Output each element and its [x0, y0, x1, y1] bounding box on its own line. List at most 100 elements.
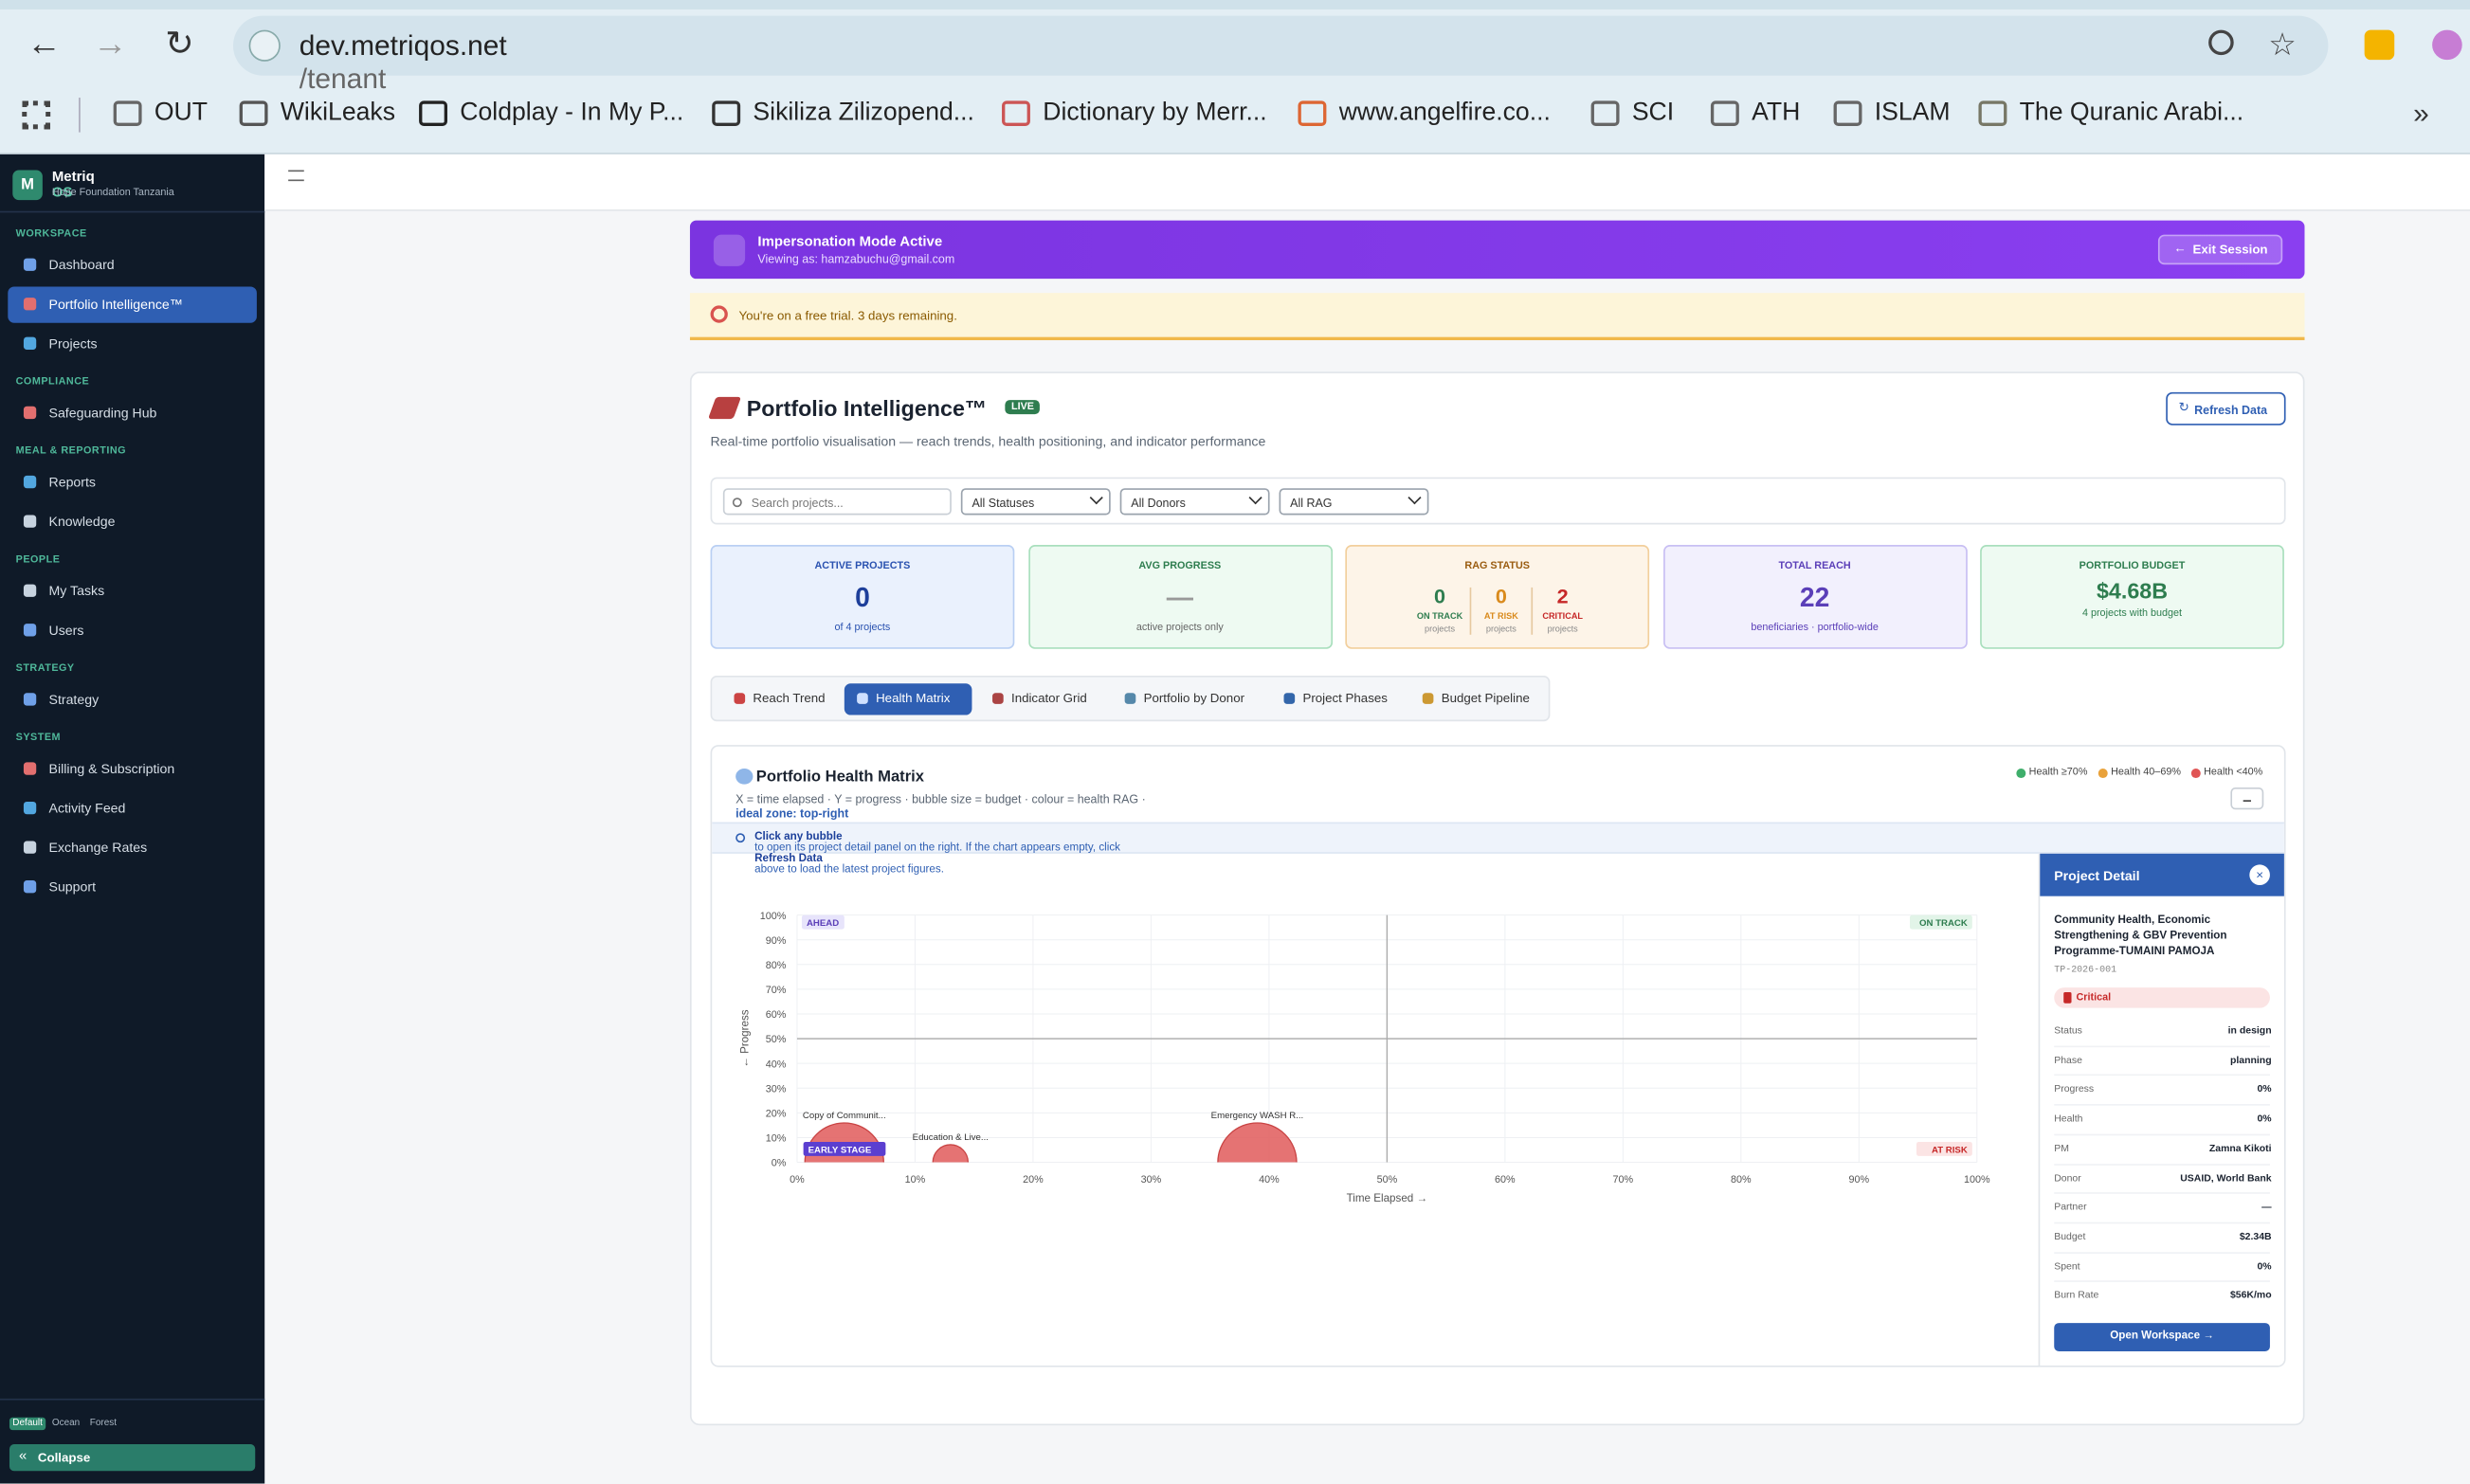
tab[interactable]: Reach Trend [721, 683, 841, 715]
y-tick-label: 100% [760, 911, 787, 922]
bookmark-label: WikiLeaks [280, 99, 396, 126]
forward-button[interactable]: → [93, 23, 128, 63]
chart-panel: Portfolio Health Matrix X = time elapsed … [710, 745, 2286, 1367]
collapse-button[interactable]: « Collapse [9, 1444, 256, 1472]
quadrant-label: EARLY STAGE [808, 1146, 872, 1156]
rag-divider [1469, 587, 1472, 635]
exit-label: Exit Session [2192, 242, 2268, 257]
bubble[interactable] [1217, 1122, 1298, 1202]
info-icon [736, 833, 746, 843]
rag-label: ON TRACK [1416, 612, 1463, 623]
nav-item[interactable]: My Tasks [8, 573, 257, 609]
collapse-icon: « [18, 1447, 27, 1463]
nav-icon [23, 584, 37, 597]
extension-icon[interactable] [2364, 29, 2395, 61]
rag-sub: projects [1485, 624, 1517, 635]
field-divider [2054, 1163, 2270, 1166]
brand: Metriq OS [52, 169, 95, 200]
bookmark-label: The Quranic Arabi... [2019, 99, 2244, 126]
legend-label: Health <40% [2204, 767, 2263, 779]
nav-label: Users [48, 622, 84, 639]
tab[interactable]: Health Matrix [844, 683, 972, 715]
y-tick-label: 80% [766, 960, 787, 971]
kpi-value: 0 [855, 582, 870, 613]
open-workspace-button[interactable]: Open Workspace → [2054, 1323, 2270, 1351]
project-name: Community Health, Economic Strengthening… [2054, 914, 2227, 958]
bookmark-label: ISLAM [1874, 99, 1951, 126]
menu-toggle[interactable] [288, 170, 304, 182]
bookmark-icon [1710, 100, 1739, 126]
info-part: Click any bubble [754, 831, 843, 843]
download-button[interactable] [2230, 787, 2264, 810]
theme-option[interactable]: Forest [89, 1419, 118, 1429]
rag-count: 2 [1556, 584, 1569, 608]
tab[interactable]: Budget Pipeline [1409, 683, 1548, 715]
legend-swatch [2190, 769, 2201, 779]
impersonation-user: Viewing as: hamzabuchu@gmail.com [757, 251, 955, 266]
extension-icon[interactable] [2432, 29, 2462, 61]
nav-label: Safeguarding Hub [48, 405, 157, 421]
bookmark-label: Sikiliza Zilizopend... [753, 99, 974, 126]
address-bar[interactable]: dev.metriqos.net/tenant ☆ [232, 15, 2329, 95]
field-value: — [2261, 1202, 2272, 1214]
star-icon[interactable]: ☆ [2268, 27, 2297, 63]
bookmark-icon [419, 100, 448, 126]
bubble-label: Education & Live... [913, 1132, 989, 1143]
bubble[interactable] [804, 1122, 884, 1202]
sidebar-divider [0, 1398, 265, 1401]
nav-item[interactable]: Portfolio Intelligence™ [8, 286, 257, 323]
field-value: in design [2227, 1024, 2272, 1037]
bookmark-label: ATH [1752, 99, 1801, 126]
tab-icon [734, 693, 746, 704]
legend-label: Health ≥70% [2028, 767, 2088, 779]
nav-item[interactable]: Exchange Rates [8, 830, 257, 866]
apps-icon[interactable] [22, 100, 51, 130]
nav-item[interactable]: Knowledge [8, 504, 257, 540]
more-bookmarks[interactable]: » [2413, 98, 2429, 130]
nav-item[interactable]: Safeguarding Hub [8, 395, 257, 431]
field-label: Donor [2054, 1172, 2081, 1184]
rag-label: AT RISK [1483, 612, 1518, 623]
bubble[interactable] [932, 1144, 970, 1180]
eye-icon [713, 234, 746, 266]
nav-item[interactable]: Dashboard [8, 247, 257, 283]
tab-strip [0, 0, 2470, 9]
filter-select[interactable]: All Statuses [960, 488, 1111, 516]
refresh-button[interactable]: ↻ Refresh Data [2166, 391, 2286, 425]
select-chevron [1248, 491, 1262, 505]
close-button[interactable]: × [2249, 864, 2270, 886]
x-tick-label: 40% [1259, 1174, 1280, 1185]
tab-label: Health Matrix [876, 691, 951, 706]
tab[interactable]: Project Phases [1271, 683, 1400, 715]
reload-button[interactable]: ↻ [165, 23, 194, 63]
filter-select[interactable]: All Donors [1119, 488, 1270, 516]
bookmark-icon [239, 100, 268, 126]
field-value: 0% [2257, 1260, 2272, 1273]
exit-session-button[interactable]: ← Exit Session [2157, 234, 2283, 265]
filter-select[interactable]: All RAG [1279, 488, 1429, 516]
y-tick-label: 40% [766, 1059, 787, 1070]
bookmark-label: Dictionary by Merr... [1043, 99, 1267, 126]
theme-option[interactable]: Ocean [51, 1419, 81, 1429]
nav-item[interactable]: Support [8, 869, 257, 905]
theme-option[interactable]: Default [9, 1417, 46, 1431]
nav-item[interactable]: Reports [8, 464, 257, 500]
collapse-label: Collapse [37, 1450, 91, 1465]
section-label: WORKSPACE [15, 227, 87, 240]
info-part: above to load the latest project figures… [754, 864, 944, 877]
nav-icon [23, 762, 37, 775]
nav-item[interactable]: Users [8, 613, 257, 649]
nav-item[interactable]: Projects [8, 326, 257, 362]
search-input[interactable]: Search projects... [722, 488, 952, 516]
nav-item[interactable]: Billing & Subscription [8, 751, 257, 787]
quadrant-badge [801, 914, 845, 930]
tab[interactable]: Portfolio by Donor [1112, 683, 1262, 715]
back-button[interactable]: ← [27, 23, 62, 63]
nav-item[interactable]: Activity Feed [8, 790, 257, 826]
legend-swatch [2098, 769, 2108, 779]
nav-label: Portfolio Intelligence™ [48, 296, 183, 313]
nav-item[interactable]: Strategy [8, 682, 257, 718]
brand-suffix: OS [51, 184, 73, 201]
url-host: dev.metriqos.net [299, 29, 507, 62]
tab[interactable]: Indicator Grid [980, 683, 1103, 715]
